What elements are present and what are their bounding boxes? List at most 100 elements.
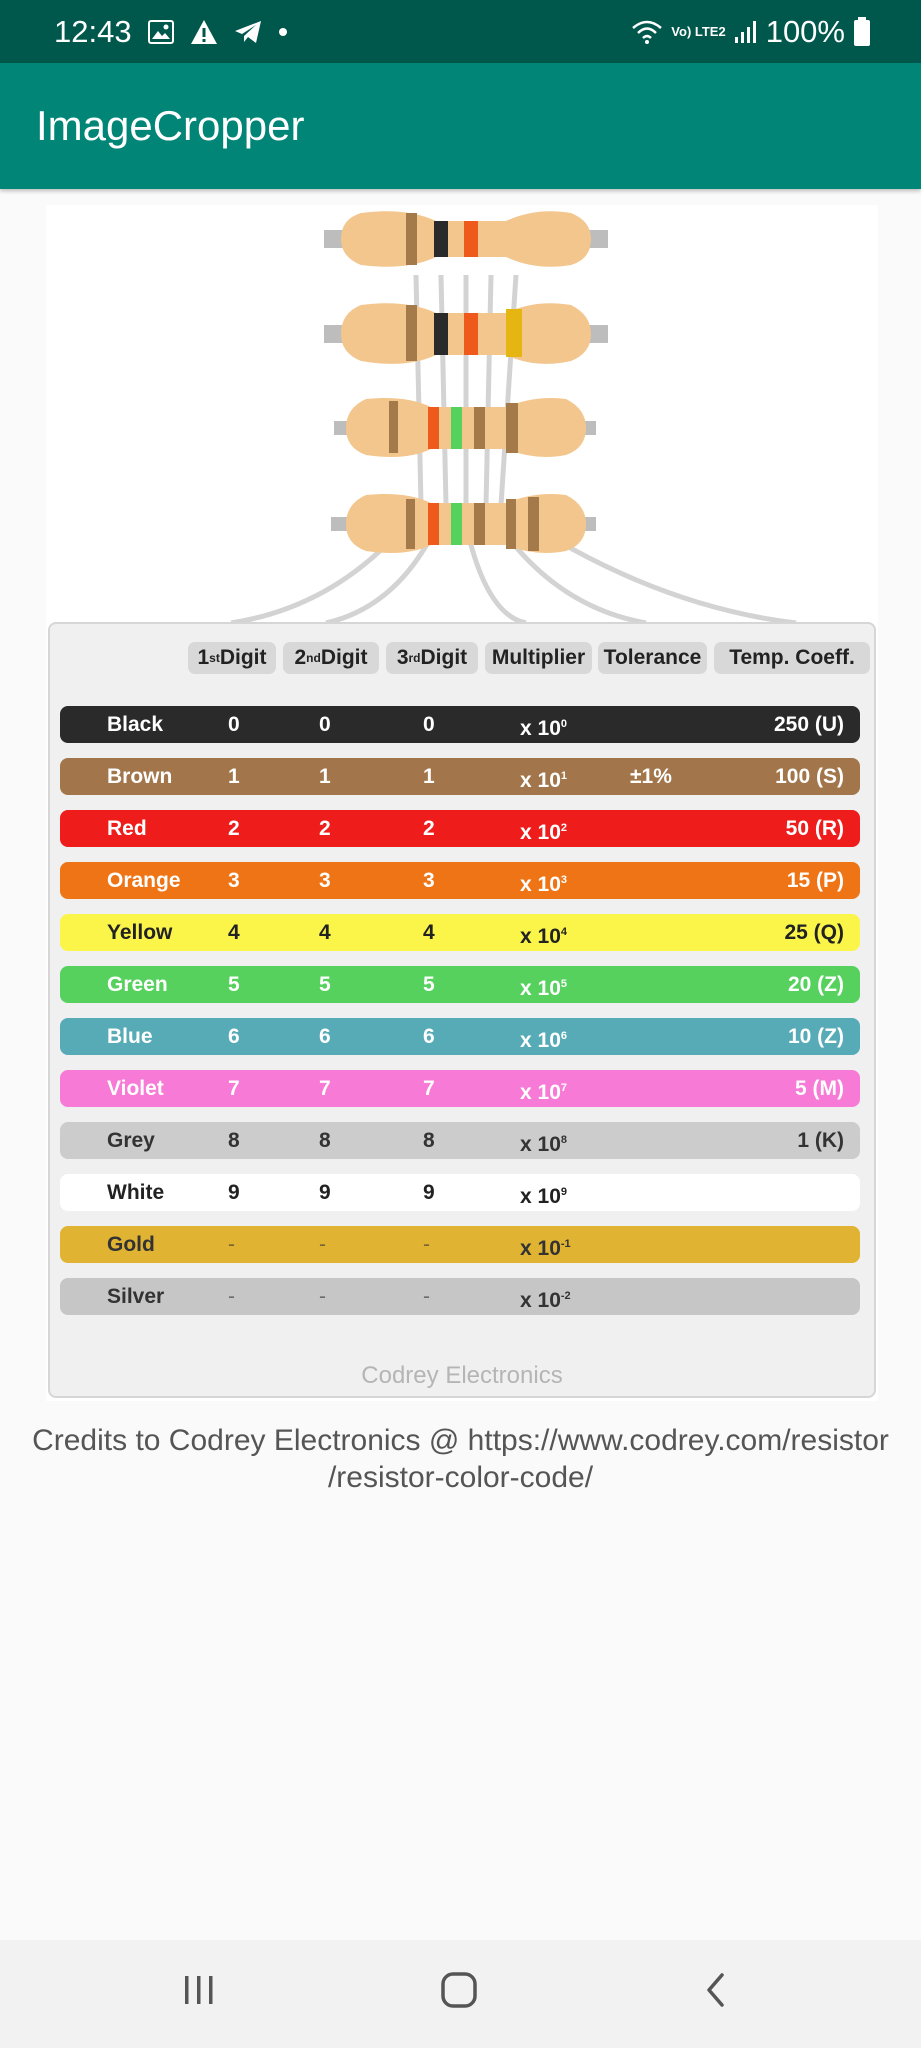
- temp-coeff: 25 (Q): [784, 921, 844, 944]
- credits-line-1: Credits to Codrey Electronics @ https://…: [32, 1424, 889, 1457]
- color-row-violet: Violet 7 7 7 x 107 5 (M): [60, 1070, 860, 1107]
- digit-2: 0: [319, 713, 331, 736]
- status-left: 12:43: [54, 14, 288, 50]
- battery-icon: [853, 16, 871, 47]
- color-name: Green: [107, 973, 168, 996]
- header-multiplier: Multiplier: [485, 642, 592, 674]
- multiplier: x 105: [520, 966, 567, 1003]
- multiplier-exponent: 6: [560, 1030, 567, 1042]
- multiplier-base: x 10: [520, 717, 561, 740]
- color-name: Violet: [107, 1077, 164, 1100]
- color-row-orange: Orange 3 3 3 x 103 15 (P): [60, 862, 860, 899]
- watermark: Codrey Electronics: [361, 1362, 563, 1389]
- resistor-5-band: [334, 398, 596, 457]
- multiplier-base: x 10: [520, 1237, 561, 1260]
- digit-1: -: [228, 1285, 235, 1308]
- back-icon[interactable]: [700, 1970, 732, 2015]
- color-name: Blue: [107, 1025, 153, 1048]
- network-label: Vo) LTE2: [671, 24, 726, 39]
- home-icon[interactable]: [439, 1970, 479, 2015]
- resistor-3-band: [324, 211, 608, 267]
- digit-3: 4: [423, 921, 435, 944]
- battery-text: 100%: [765, 13, 845, 49]
- multiplier-exponent: 3: [560, 874, 567, 886]
- color-name: White: [107, 1181, 165, 1204]
- digit-3: 5: [423, 973, 435, 996]
- digit-3: 0: [423, 713, 435, 736]
- multiplier-base: x 10: [520, 1081, 561, 1104]
- temp-coeff: 100 (S): [775, 765, 844, 788]
- multiplier-exponent: -1: [560, 1238, 571, 1250]
- color-row-grey: Grey 8 8 8 x 108 1 (K): [60, 1122, 860, 1159]
- multiplier: x 10-1: [520, 1226, 571, 1263]
- multiplier: x 103: [520, 862, 567, 899]
- digit-2: -: [319, 1285, 326, 1308]
- digit-2: 4: [319, 921, 331, 944]
- digit-3: -: [423, 1233, 430, 1256]
- color-row-yellow: Yellow 4 4 4 x 104 25 (Q): [60, 914, 860, 951]
- digit-1: 0: [228, 713, 240, 736]
- multiplier-base: x 10: [520, 977, 561, 1000]
- color-name: Grey: [107, 1129, 155, 1152]
- navigation-bar: [0, 1940, 921, 2048]
- digit-1: 6: [228, 1025, 240, 1048]
- digit-1: 3: [228, 869, 240, 892]
- multiplier: x 107: [520, 1070, 567, 1107]
- temp-coeff: 1 (K): [797, 1129, 844, 1152]
- multiplier: x 101: [520, 758, 567, 795]
- image-icon: [147, 19, 174, 44]
- multiplier-base: x 10: [520, 1289, 561, 1312]
- multiplier: x 104: [520, 914, 567, 951]
- color-name: Red: [107, 817, 147, 840]
- credits-text: Credits to Codrey Electronics @ https://…: [0, 1422, 921, 1496]
- digit-3: -: [423, 1285, 430, 1308]
- temp-coeff: 50 (R): [785, 817, 844, 840]
- app-bar: ImageCropper: [0, 63, 921, 189]
- color-name: Brown: [107, 765, 173, 788]
- multiplier-base: x 10: [520, 873, 561, 896]
- digit-2: -: [319, 1233, 326, 1256]
- multiplier: x 102: [520, 810, 567, 847]
- app-title: ImageCropper: [36, 102, 305, 149]
- multiplier-exponent: 0: [560, 718, 567, 730]
- temp-coeff: 5 (M): [795, 1077, 844, 1100]
- multiplier-base: x 10: [520, 1029, 561, 1052]
- digit-3: 2: [423, 817, 435, 840]
- tolerance: ±1%: [630, 765, 672, 788]
- color-row-green: Green 5 5 5 x 105 20 (Z): [60, 966, 860, 1003]
- digit-3: 8: [423, 1129, 435, 1152]
- color-row-brown: Brown 1 1 1 x 101 ±1% 100 (S): [60, 758, 860, 795]
- color-row-gold: Gold - - - x 10-1: [60, 1226, 860, 1263]
- color-name: Black: [107, 713, 164, 736]
- multiplier: x 10-2: [520, 1278, 571, 1315]
- digit-1: 2: [228, 817, 240, 840]
- digit-1: 7: [228, 1077, 240, 1100]
- digit-2: 6: [319, 1025, 331, 1048]
- multiplier-exponent: 1: [560, 770, 567, 782]
- signal-icon: [734, 20, 758, 44]
- header-tolerance: Tolerance: [598, 642, 707, 674]
- multiplier-base: x 10: [520, 769, 561, 792]
- digit-2: 1: [319, 765, 331, 788]
- color-name: Orange: [107, 869, 181, 892]
- color-row-blue: Blue 6 6 6 x 106 10 (Z): [60, 1018, 860, 1055]
- color-name: Silver: [107, 1285, 165, 1308]
- recents-icon[interactable]: [182, 1970, 218, 2015]
- temp-coeff: 15 (P): [786, 869, 844, 892]
- digit-1: 4: [228, 921, 240, 944]
- temp-coeff: 20 (Z): [787, 973, 844, 996]
- multiplier-base: x 10: [520, 821, 561, 844]
- multiplier-base: x 10: [520, 925, 561, 948]
- dot-icon: [278, 27, 288, 37]
- header-temp-coeff: Temp. Coeff.: [714, 642, 870, 674]
- digit-3: 1: [423, 765, 435, 788]
- multiplier-base: x 10: [520, 1185, 561, 1208]
- resistor-4-band: [324, 303, 608, 364]
- digit-1: 1: [228, 765, 240, 788]
- digit-3: 3: [423, 869, 435, 892]
- digit-1: 8: [228, 1129, 240, 1152]
